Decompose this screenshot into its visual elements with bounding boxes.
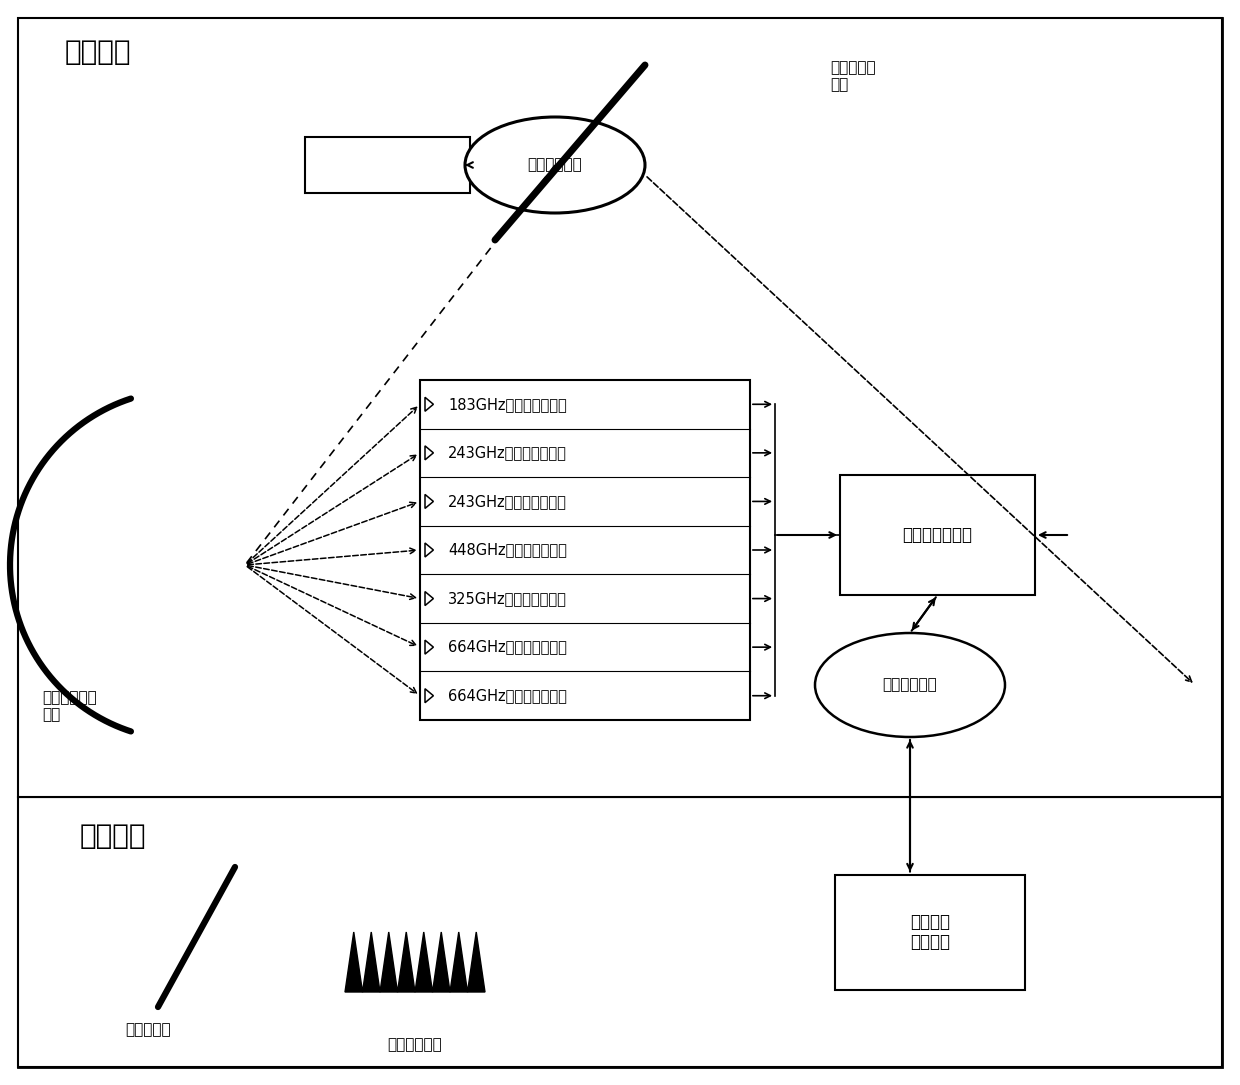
Bar (305, 137, 470, 193)
Text: 抛物面反射面
天线: 抛物面反射面 天线 (42, 690, 97, 723)
Text: 243GHz垂直极化接收机: 243GHz垂直极化接收机 (448, 445, 567, 460)
Bar (420, 380, 750, 720)
Text: 热定标辐射源: 热定标辐射源 (388, 1037, 443, 1052)
Text: 243GHz水平极化接收机: 243GHz水平极化接收机 (448, 494, 567, 509)
Text: 数据预处理单元: 数据预处理单元 (903, 526, 972, 544)
Text: 第二驱动机构: 第二驱动机构 (883, 677, 937, 692)
Text: 664GHz水平极化接收机: 664GHz水平极化接收机 (448, 688, 567, 703)
Bar (835, 875, 1025, 990)
Text: 平面反射面
天线: 平面反射面 天线 (830, 60, 875, 92)
Text: 664GHz垂直极化接收机: 664GHz垂直极化接收机 (448, 640, 567, 654)
Bar (19, 797, 1221, 1067)
Text: 冷空定标镜: 冷空定标镜 (125, 1022, 171, 1037)
Text: 325GHz垂直极化接收机: 325GHz垂直极化接收机 (448, 591, 567, 607)
Text: 448GHz垂直极化接收机: 448GHz垂直极化接收机 (448, 542, 567, 558)
Text: 固定单元: 固定单元 (81, 822, 146, 850)
Bar (839, 475, 1035, 595)
Polygon shape (345, 932, 485, 992)
Text: 转动单元: 转动单元 (64, 38, 131, 66)
Bar (19, 18, 1221, 797)
Text: 第一驱动机构: 第一驱动机构 (528, 157, 583, 173)
Text: 183GHz垂直极化接收机: 183GHz垂直极化接收机 (448, 397, 567, 412)
Ellipse shape (465, 117, 645, 213)
Ellipse shape (815, 633, 1004, 737)
Text: 中央管理
控制单元: 中央管理 控制单元 (910, 912, 950, 952)
